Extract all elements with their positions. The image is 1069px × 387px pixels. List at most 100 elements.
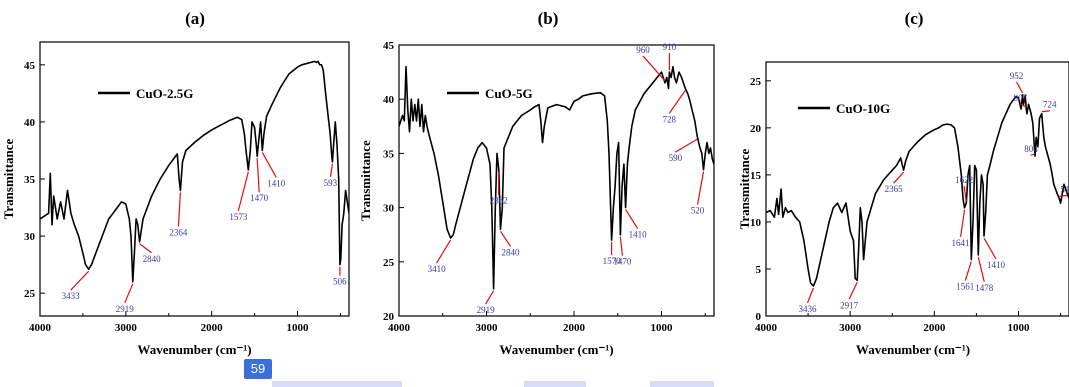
y-tick-label: 15: [750, 170, 762, 182]
annotation-pointer: [256, 158, 260, 193]
annotation-pointer: [959, 209, 966, 237]
annotation-label: 2919: [116, 304, 135, 314]
x-tick-label: 2000: [201, 322, 224, 334]
annotation-pointer: [1016, 81, 1024, 94]
annotation-label: 907: [1014, 93, 1028, 103]
y-tick-label: 30: [383, 203, 395, 215]
y-tick-label: 40: [383, 94, 395, 106]
annotation-label: 1622: [955, 175, 973, 185]
legend-entry: CuO-2.5G: [136, 86, 193, 101]
page-number-badge[interactable]: 59: [244, 359, 272, 379]
x-tick-label: 1000: [651, 322, 674, 334]
plot-frame: [39, 41, 350, 317]
annotation-label: 2862: [490, 196, 508, 206]
panel-b: (b) 4000 3000 2000 1000 20 25 30 35 40 45 Wavenumbe…: [358, 9, 715, 357]
series-line: [766, 94, 1069, 287]
annotation-label: 590: [669, 153, 683, 163]
annotation-label: 1410: [267, 178, 286, 188]
text-highlight-2: [524, 381, 586, 387]
annotation-pointer: [237, 171, 249, 212]
annotation-pointer: [485, 290, 495, 305]
annotation-label: 1470: [250, 193, 269, 203]
annotation-label: 910: [663, 42, 677, 52]
x-tick-label: 4000: [755, 322, 778, 334]
annotation-pointer: [619, 236, 623, 256]
y-tick-label: 40: [24, 117, 36, 129]
annotation-pointer: [329, 163, 334, 177]
annotation-pointer: [500, 230, 511, 247]
x-tick-label: 1000: [287, 322, 310, 334]
annotation-pointer: [261, 152, 277, 178]
annotation-label: 2364: [169, 227, 188, 237]
annotation-pointer: [642, 55, 666, 82]
y-axis-label: Transmittance: [737, 148, 752, 229]
annotation-pointer: [177, 192, 182, 227]
panel-c: (c) 4000 3000 2000 1000 0 5 10 15 20 25 Wavenumber …: [737, 9, 1069, 357]
annotation-label: 1478: [975, 283, 994, 293]
annotation-pointer: [1041, 110, 1050, 113]
y-tick-label: 35: [383, 148, 395, 160]
x-tick-label: 3000: [476, 322, 499, 334]
annotation-label: 2840: [143, 254, 162, 264]
annotation-pointer: [983, 237, 997, 260]
y-tick-label: 5: [756, 264, 762, 276]
y-tick-label: 35: [24, 174, 36, 186]
annotation-pointer: [124, 283, 134, 303]
y-tick-label: 20: [750, 123, 762, 135]
x-axis-label: Wavenumber (cm⁻¹): [499, 342, 613, 357]
annotation-label: 593: [324, 178, 338, 188]
annotation-label: 3436: [798, 304, 817, 314]
annotation-label: 2840: [502, 247, 521, 257]
x-tick-label: 3000: [839, 322, 862, 334]
annotation-pointer: [964, 261, 972, 281]
annotation-pointer: [1030, 153, 1036, 156]
series-line: [399, 65, 714, 290]
y-tick-label: 45: [383, 40, 395, 52]
annotation-label: 1561: [956, 282, 974, 292]
annotation-pointer: [963, 186, 967, 202]
annotation-pointer: [1020, 103, 1027, 108]
series-line: [40, 60, 349, 283]
annotation-label: 506: [333, 277, 347, 287]
annotation-label: 2917: [840, 300, 859, 310]
annotation-pointer: [806, 287, 815, 304]
annotation-pointer: [893, 171, 905, 184]
plot-frame: [398, 44, 715, 317]
y-tick-label: 25: [24, 288, 36, 300]
annotation-label: 1410: [987, 260, 1006, 270]
panel-label: (a): [185, 9, 205, 28]
annotation-label: 3410: [428, 264, 447, 274]
annotation-pointer: [848, 281, 858, 300]
legend-entry: CuO-5G: [485, 86, 533, 101]
y-axis-label: Transmittance: [358, 140, 373, 221]
annotation-label: 960: [636, 45, 650, 55]
annotation-pointer: [436, 239, 452, 264]
y-tick-label: 0: [756, 311, 762, 323]
y-tick-label: 10: [750, 217, 762, 229]
x-tick-label: 2000: [563, 322, 586, 334]
plot-frame: [765, 61, 1069, 317]
annotation-label: 520: [691, 206, 705, 216]
annotation-label: 3433: [62, 291, 81, 301]
annotation-label: 804: [1024, 144, 1038, 154]
annotation-pointer: [70, 270, 90, 291]
panel-label: (b): [538, 9, 559, 28]
x-tick-label: 1000: [1008, 322, 1031, 334]
x-axis-label: Wavenumber (cm⁻¹): [137, 342, 251, 357]
annotation-pointer: [696, 171, 705, 205]
annotation-label: 1470: [613, 257, 632, 267]
y-tick-label: 25: [750, 76, 762, 88]
annotation-pointer: [668, 90, 686, 114]
annotation-label: 517: [1060, 184, 1069, 194]
annotation-label: 728: [663, 114, 677, 124]
annotation-pointer: [139, 243, 152, 254]
x-tick-label: 2000: [923, 322, 946, 334]
annotation-label: 1570: [603, 256, 622, 266]
panel-a: (a) 4000 3000 2000 1000 25 30 35 40 45 Wavenumber …: [1, 9, 350, 357]
panel-label: (c): [905, 9, 924, 28]
annotation-label: 724: [1043, 100, 1057, 110]
legend-entry: CuO-10G: [836, 101, 890, 116]
y-tick-label: 25: [383, 257, 395, 269]
x-tick-label: 4000: [388, 322, 411, 334]
